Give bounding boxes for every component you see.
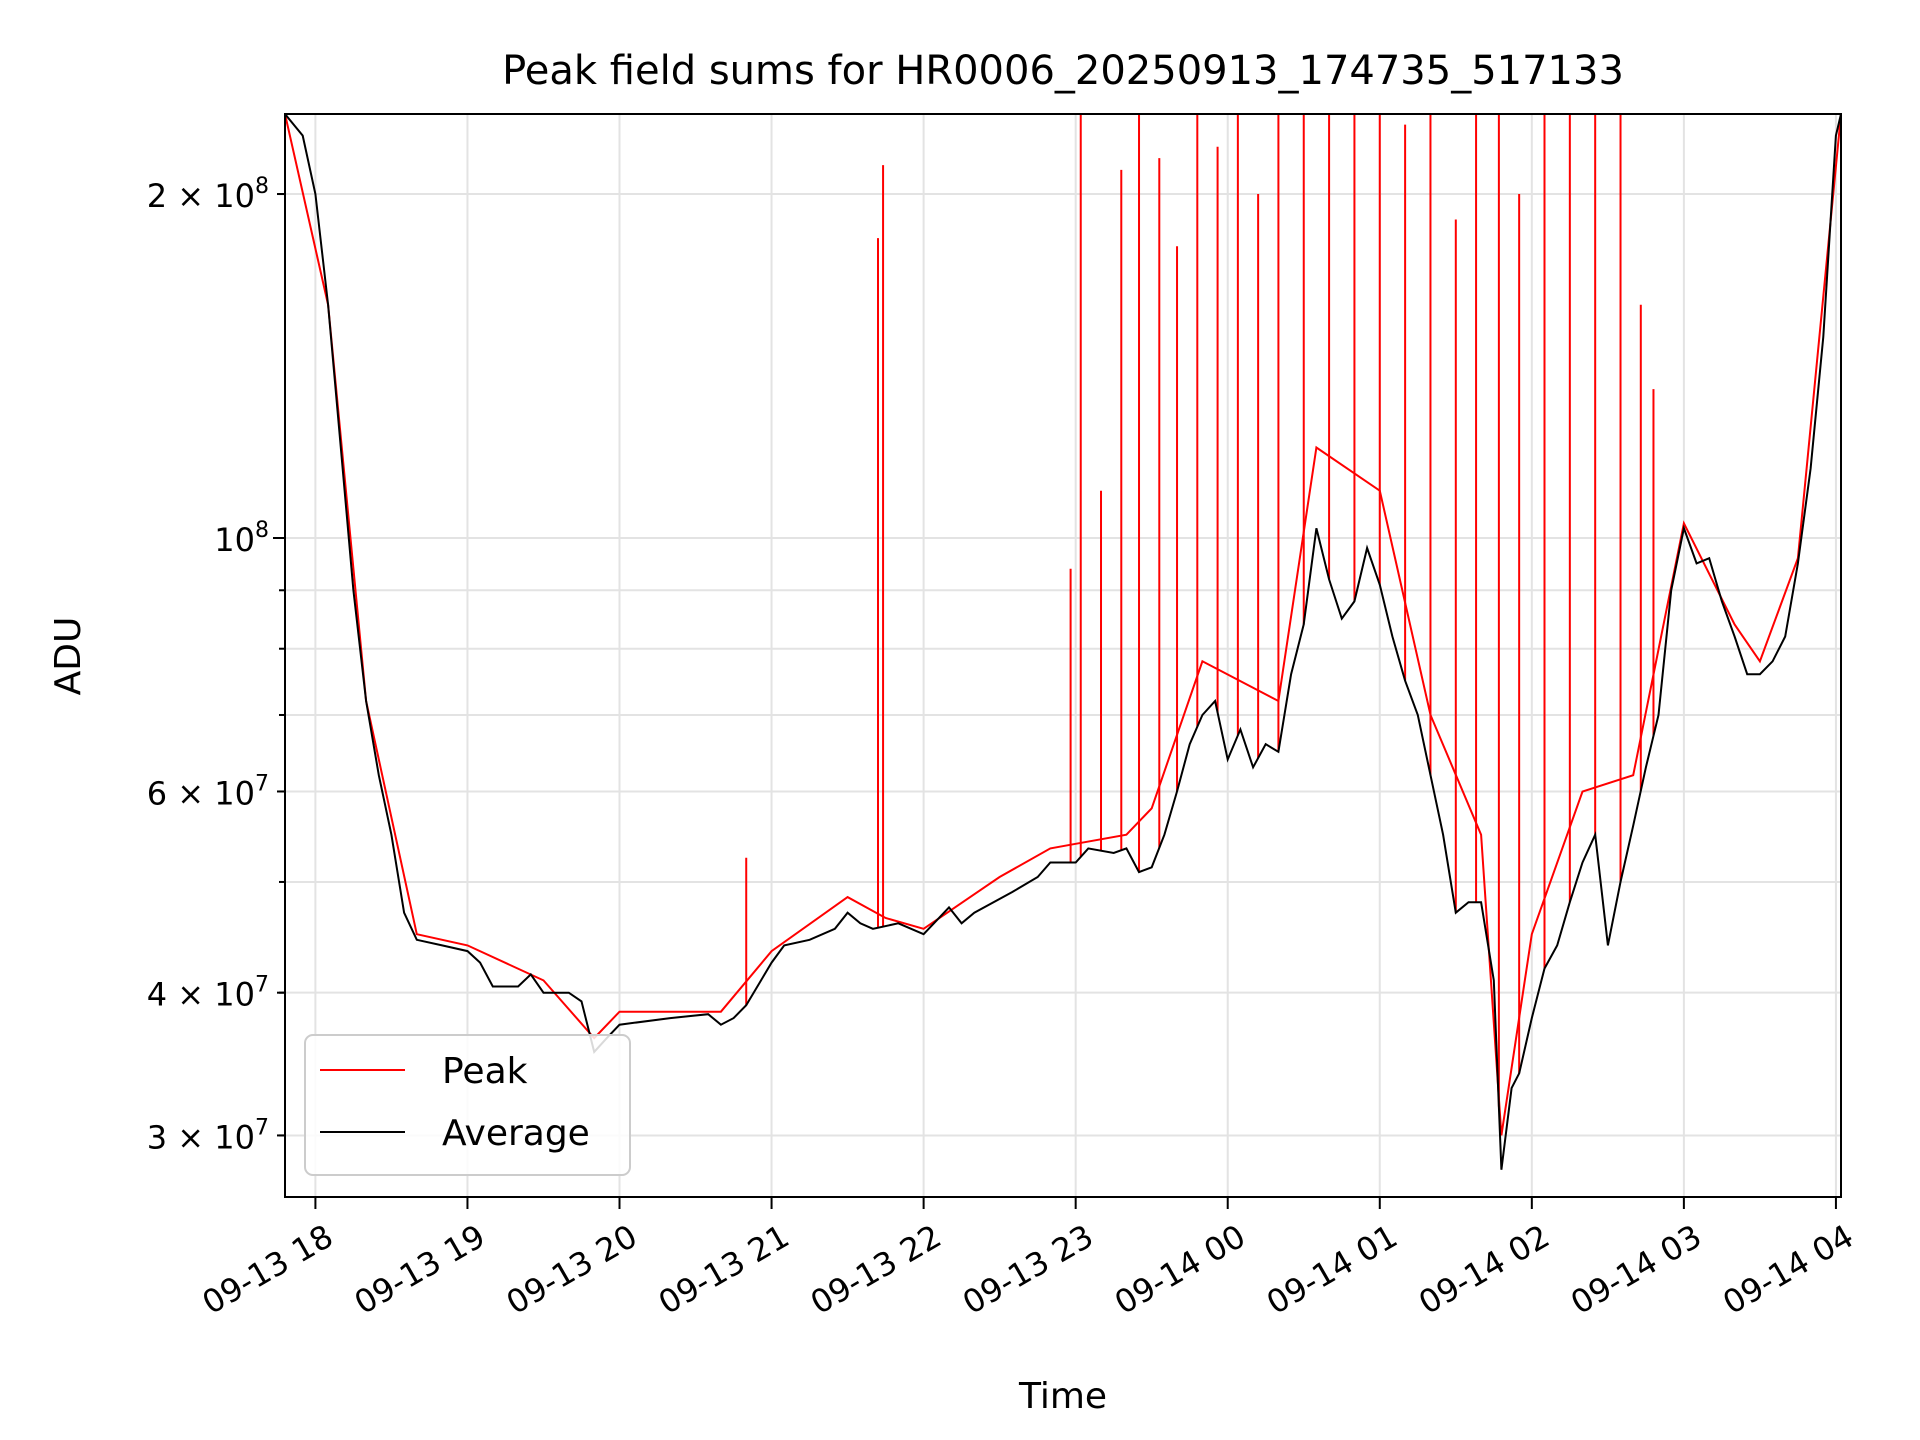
peak-series-line [285,114,1841,1136]
plot-area [285,114,1841,1170]
y-tick-label: 2 × 108 [147,174,269,215]
y-tick-label: 108 [214,518,269,559]
legend-average-label: Average [442,1113,590,1154]
y-tick-label: 6 × 107 [147,771,269,812]
y-tick-label: 4 × 107 [147,973,269,1014]
plot-frame [284,113,1842,1198]
y-tick-label: 3 × 107 [147,1115,269,1156]
legend: Peak Average [304,1034,631,1176]
average-series-line [285,114,1841,1170]
peak-spikes [745,114,1655,1107]
chart-title: Peak field sums for HR0006_20250913_1747… [502,48,1624,94]
y-axis-label: ADU [48,617,89,696]
y-axis-ticks: 108 3 × 107 4 × 107 6 × 107 2 × 108 [147,174,285,1156]
x-axis-label: Time [1018,1376,1107,1417]
legend-peak-label: Peak [442,1051,528,1092]
